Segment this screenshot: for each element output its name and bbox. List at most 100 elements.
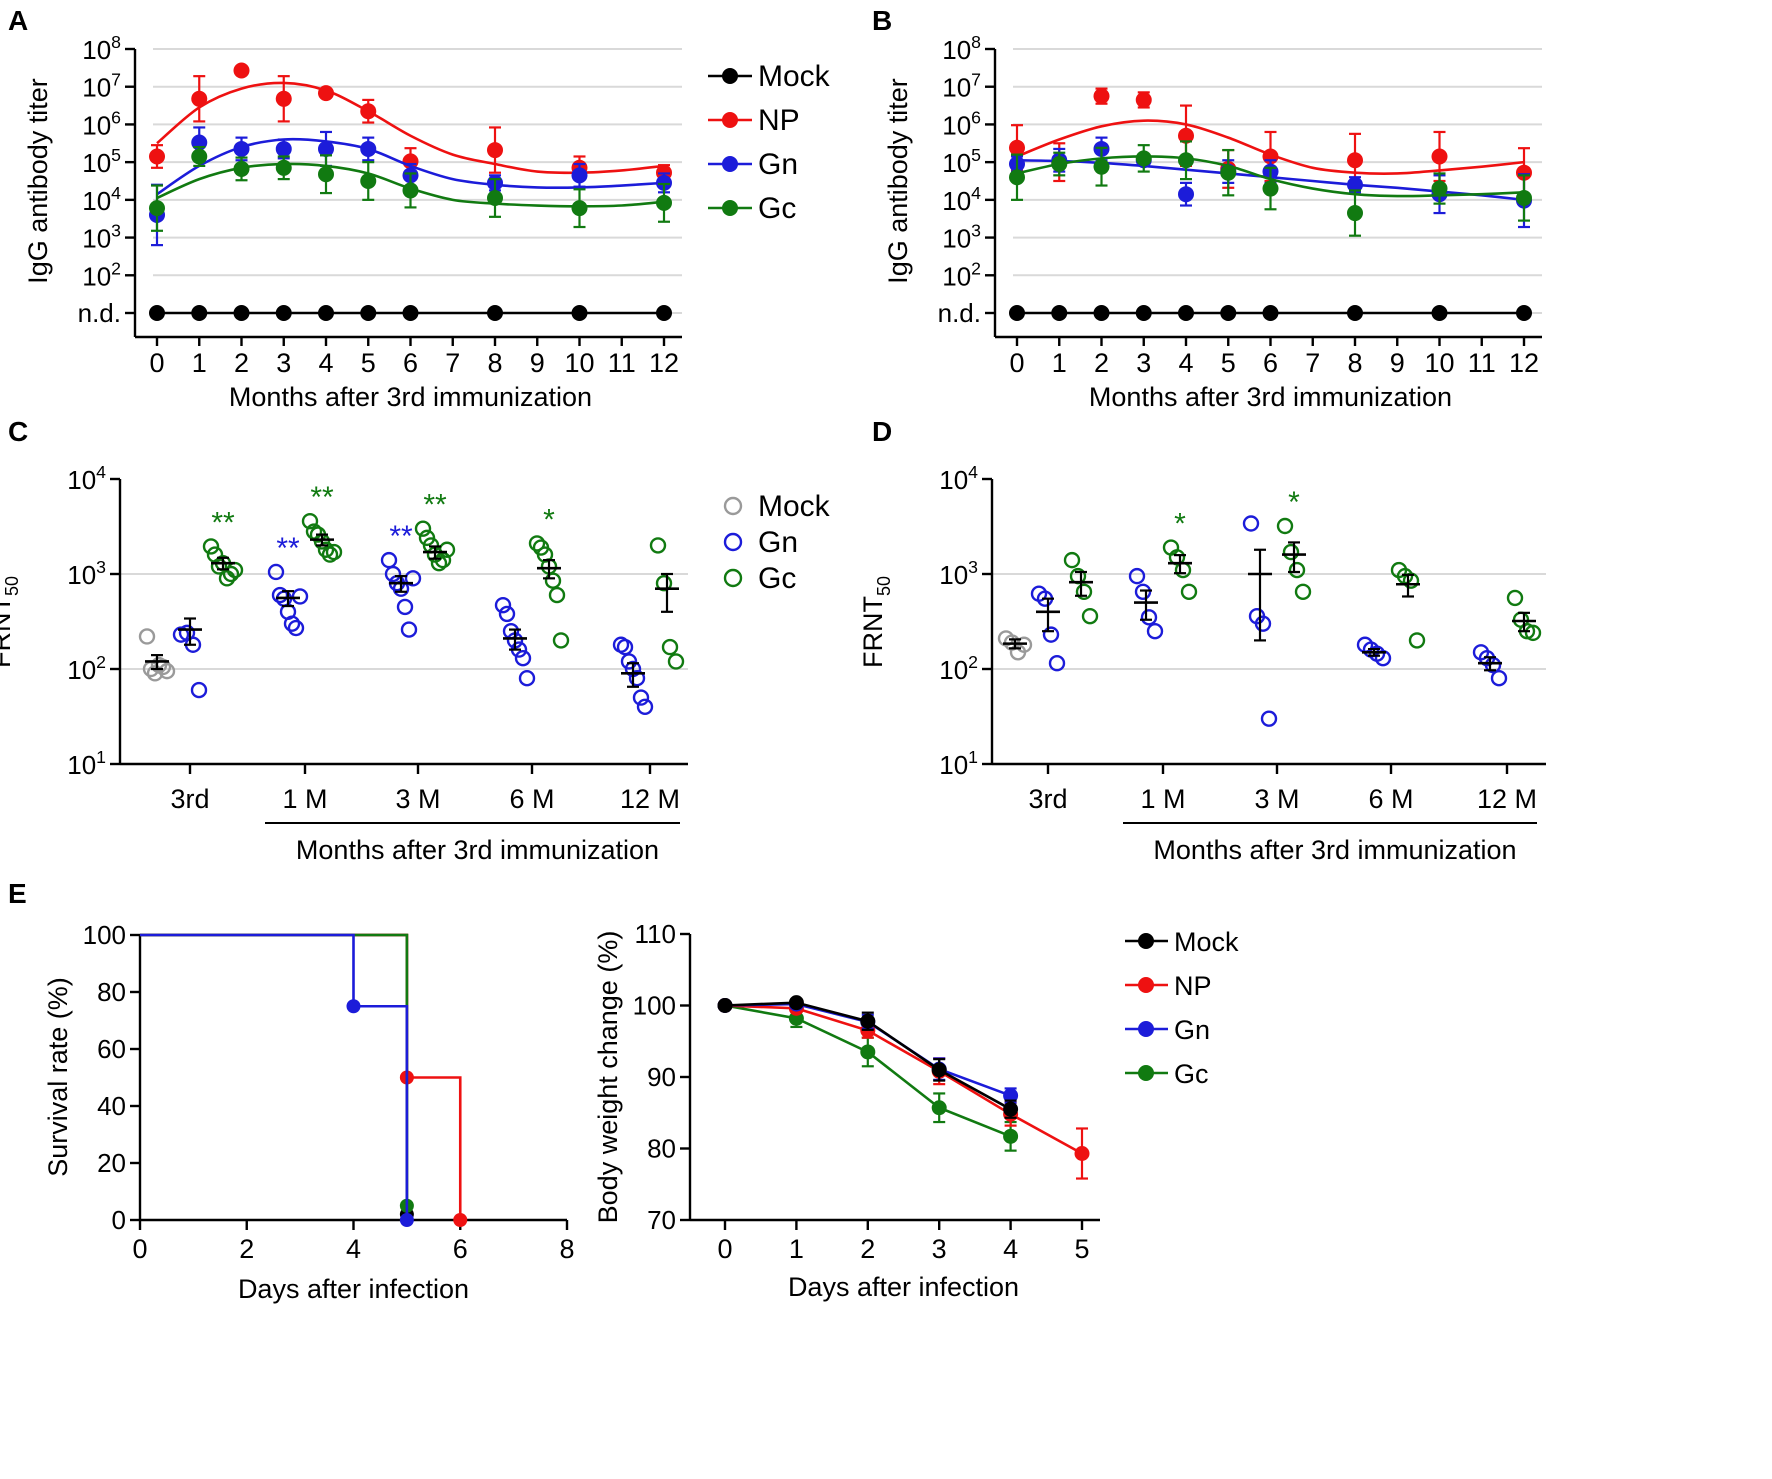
data-point	[931, 1062, 947, 1078]
y-axis-title-sub: 50	[2, 576, 22, 596]
legend-label-gc: Gc	[758, 192, 796, 225]
y-tick-label: 100	[633, 991, 676, 1021]
data-point	[430, 554, 448, 572]
group-gn-3	[494, 596, 536, 687]
group-gn-2: **	[380, 520, 422, 638]
data-point	[318, 140, 334, 157]
y-tick-label-base: 10	[942, 110, 971, 140]
x-tick-label: 1	[1052, 348, 1067, 378]
panel-label-a: A	[8, 5, 28, 36]
data-point	[1180, 583, 1198, 600]
data-point	[191, 305, 208, 321]
data-point	[1178, 152, 1194, 169]
y-tick-label: 90	[647, 1062, 676, 1092]
x-tick-label: 3rd	[1028, 784, 1067, 814]
significance-star: *	[1288, 486, 1300, 519]
data-point	[360, 173, 377, 189]
data-point	[158, 662, 176, 680]
data-point	[453, 1213, 468, 1227]
data-point	[402, 182, 419, 199]
group-gn-1: **	[267, 532, 309, 637]
legend-marker	[722, 156, 738, 172]
data-point	[1431, 180, 1448, 197]
data-point	[552, 632, 570, 649]
legend-label-gc: Gc	[758, 562, 796, 595]
legend-label-np: NP	[1174, 971, 1212, 1001]
data-point	[346, 999, 361, 1014]
x-tick-label: 6	[1263, 348, 1278, 378]
y-tick-label: 107	[942, 70, 981, 103]
data-point	[544, 572, 562, 589]
y-tick-label-base: 10	[67, 750, 96, 780]
y-tick-label: 106	[82, 107, 121, 140]
x-tick-label: 1 M	[282, 784, 327, 814]
series-mock	[140, 933, 414, 1222]
legend-marker	[1138, 977, 1154, 993]
group-mock-0	[997, 630, 1033, 661]
y-axis-title-main: FRNT	[858, 596, 888, 668]
data-point	[514, 649, 532, 667]
y-tick-label: 102	[939, 652, 978, 685]
x-tick-label: 6 M	[509, 784, 554, 814]
data-point	[267, 563, 285, 581]
legend-marker	[722, 112, 738, 128]
data-point	[656, 305, 672, 321]
data-point	[487, 305, 503, 321]
y-tick-label-base: 10	[82, 224, 111, 254]
legend-label-np: NP	[758, 104, 800, 137]
group-gc-0: **	[202, 506, 244, 587]
data-point	[318, 166, 334, 183]
data-point	[1347, 305, 1363, 321]
group-gn-4	[1472, 644, 1508, 687]
y-tick-label: 104	[67, 462, 106, 495]
y-tick-label: 40	[97, 1091, 126, 1121]
x-tick-label: 4	[1003, 1234, 1018, 1264]
data-point	[283, 615, 301, 632]
x-axis-title: Months after 3rd immunization	[296, 835, 659, 865]
significance-star: *	[543, 503, 555, 536]
group-gn-3	[1356, 636, 1392, 667]
y-tick-label-base: 10	[939, 655, 968, 685]
x-tick-label: 2	[239, 1234, 254, 1264]
data-point	[487, 189, 503, 206]
y-tick-label: 70	[647, 1205, 676, 1235]
series-np	[140, 933, 468, 1227]
data-point	[1051, 156, 1068, 173]
group-gc-2: *	[1276, 486, 1312, 600]
y-tick-label-exp: 3	[96, 557, 106, 577]
data-point	[400, 621, 418, 638]
survival-line	[140, 933, 409, 1220]
group-gc-1: *	[1162, 508, 1198, 600]
x-tick-label: 2	[1094, 348, 1109, 378]
x-tick-label: 4	[1178, 348, 1193, 378]
x-tick-label: 5	[1221, 348, 1236, 378]
data-point	[138, 628, 156, 645]
data-point	[1220, 305, 1237, 321]
group-gn-1	[1128, 567, 1164, 640]
y-tick-label: 108	[942, 32, 981, 65]
y-tick-label-exp: 4	[968, 462, 978, 482]
group-gc-2: **	[414, 489, 456, 572]
y-axis-title: Body weight change (%)	[593, 931, 623, 1224]
x-tick-label: 0	[149, 348, 164, 378]
group-gn-0	[172, 617, 208, 699]
data-point	[636, 698, 654, 716]
x-axis-title: Days after infection	[788, 1272, 1019, 1302]
panel-label-d: D	[872, 416, 892, 447]
series-mock	[717, 995, 1019, 1119]
significance-star: **	[276, 532, 300, 565]
data-point	[1051, 305, 1068, 321]
y-tick-label: 103	[942, 221, 981, 254]
x-tick-label: 9	[530, 348, 545, 378]
significance-star: **	[310, 481, 334, 514]
data-point	[287, 619, 305, 637]
x-tick-label: 8	[487, 348, 502, 378]
x-tick-label: 12 M	[1477, 784, 1537, 814]
series-gn	[140, 933, 414, 1227]
data-point	[222, 565, 240, 583]
y-tick-label: 0	[112, 1205, 126, 1235]
chart-E2: 70 80 90 100 110 0 1 2 3 4 5 Days after infection Bo…	[593, 919, 1100, 1302]
data-point	[1009, 305, 1025, 321]
